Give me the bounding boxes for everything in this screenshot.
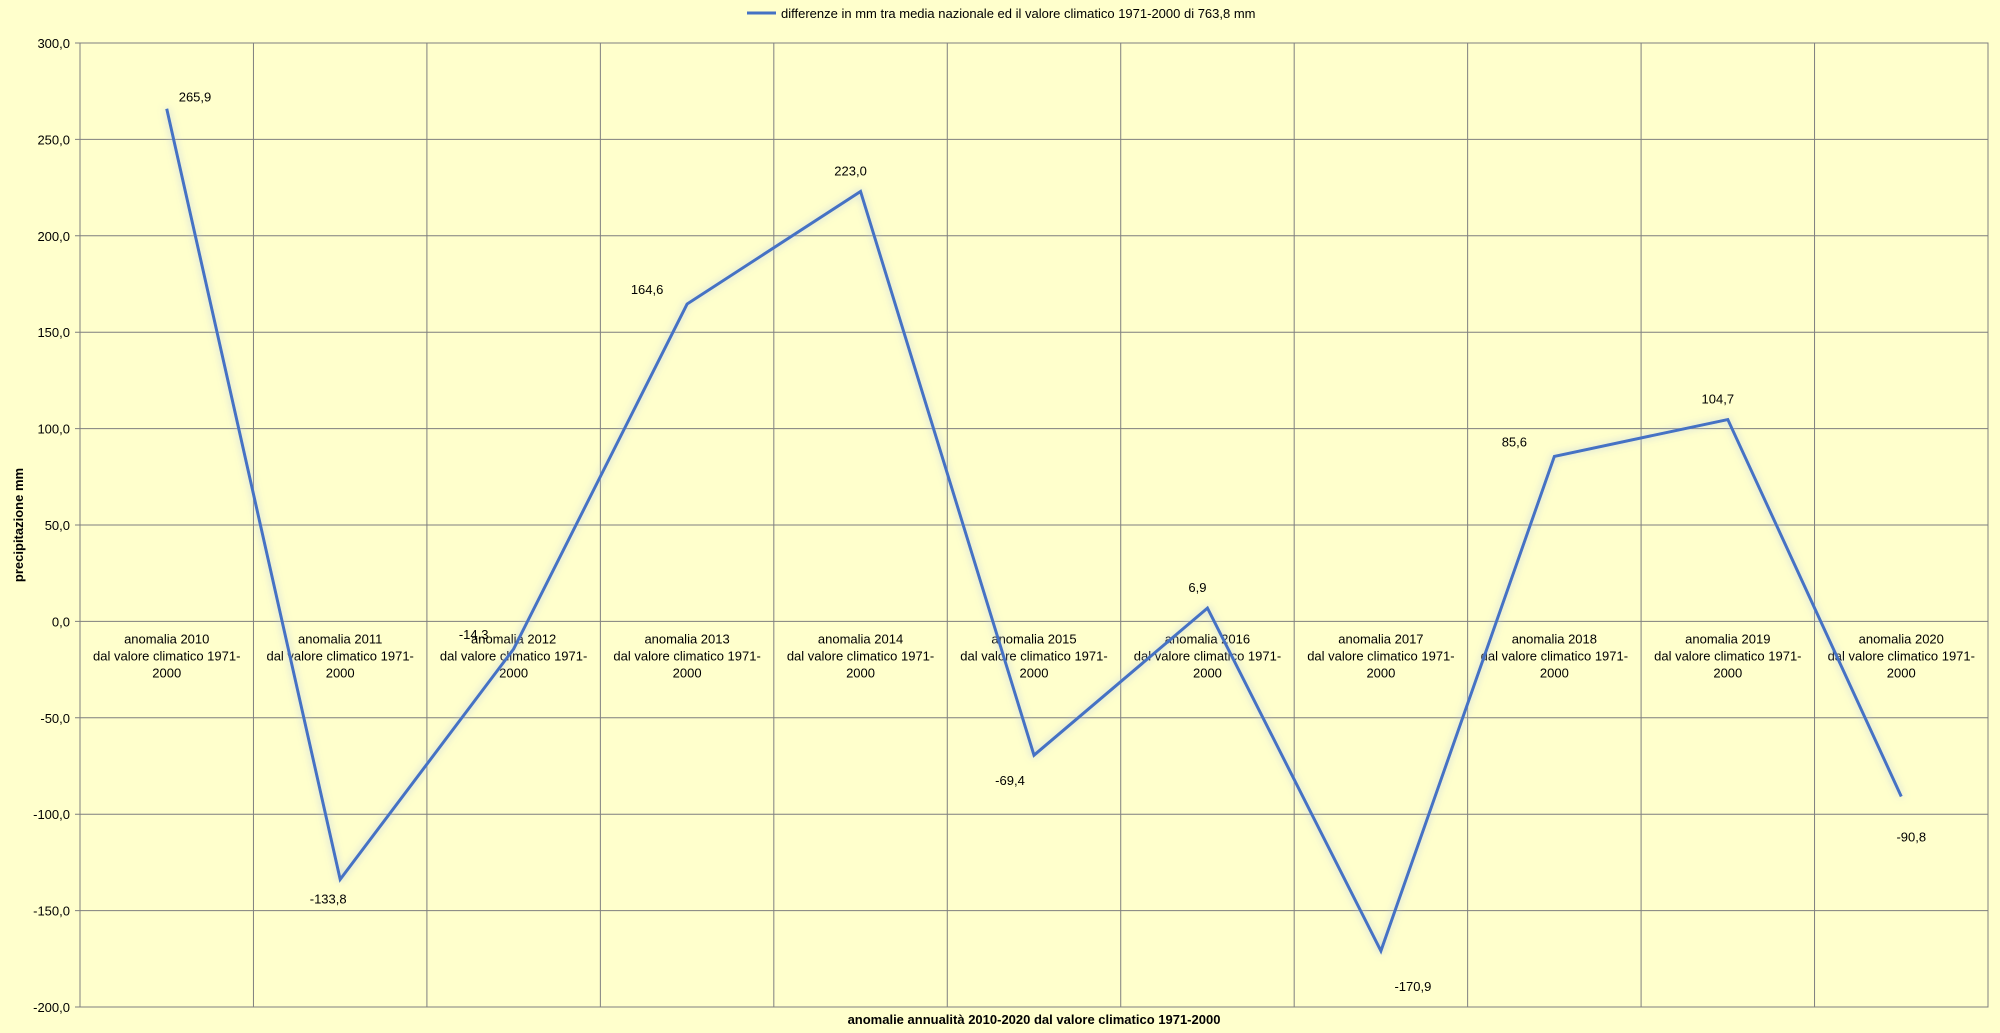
data-label: -170,9: [1394, 979, 1431, 994]
y-tick-label: 300,0: [37, 36, 70, 51]
y-axis-title: precipitazione mm: [11, 468, 26, 582]
data-label: 223,0: [834, 163, 867, 178]
vertical-gridlines: [252, 43, 1816, 1007]
y-tick-label: -100,0: [33, 807, 70, 822]
category-label: anomalia 2017 dal valore climatico 1971-2…: [1307, 631, 1454, 680]
y-tick-label: -150,0: [33, 904, 70, 919]
data-label: 104,7: [1702, 392, 1735, 407]
data-labels: 265,9 -133,8 -14,3 164,6 223,0 -69,4 6,9 -170,9…: [179, 90, 1926, 994]
y-tick-label: 250,0: [37, 132, 70, 147]
y-tick-label: 100,0: [37, 422, 70, 437]
data-label: -90,8: [1896, 829, 1926, 844]
category-label: anomalia 2014 dal valore climatico 1971-2…: [787, 631, 934, 680]
category-label: anomalia 2010 dal valore climatico 1971-2…: [93, 631, 240, 680]
series-line: [165, 108, 1903, 955]
data-label: 85,6: [1502, 434, 1527, 449]
series-lines: [165, 108, 1903, 955]
y-axis-tick-labels: 300,0 250,0 200,0 150,0 100,0 50,0 0,0 -50,0 -10…: [33, 36, 70, 1015]
category-label: anomalia 2015 dal valore climatico 1971-2…: [960, 631, 1107, 680]
category-label: anomalia 2016 dal valore climatico 1971-2…: [1134, 631, 1281, 680]
category-label: anomalia 2020 dal valore climatico 1971-2…: [1828, 631, 1975, 680]
category-label: anomalia 2019 dal valore climatico 1971-2…: [1654, 631, 1801, 680]
data-label: -69,4: [995, 773, 1025, 788]
category-labels: anomalia 2010 dal valore climatico 1971-2…: [93, 631, 1975, 680]
category-label: anomalia 2013 dal valore climatico 1971-2…: [613, 631, 760, 680]
category-label: anomalia 2011 dal valore climatico 1971-2…: [266, 631, 413, 680]
x-axis-title: anomalie annualità 2010-2020 dal valore …: [848, 1012, 1221, 1027]
y-tick-label: -50,0: [40, 711, 70, 726]
y-tick-label: 50,0: [45, 518, 70, 533]
data-label: 6,9: [1188, 580, 1206, 595]
category-label: anomalia 2012 dal valore climatico 1971-2…: [440, 631, 587, 680]
data-label: 164,6: [631, 282, 664, 297]
legend-label: differenze in mm tra media nazionale ed …: [781, 6, 1256, 21]
horizontal-gridlines: [75, 42, 1988, 1008]
category-label: anomalia 2018 dal valore climatico 1971-2…: [1481, 631, 1628, 680]
y-tick-label: -200,0: [33, 1000, 70, 1015]
data-label: -14,3: [459, 627, 489, 642]
y-tick-label: 0,0: [52, 614, 70, 629]
y-tick-label: 200,0: [37, 229, 70, 244]
y-tick-label: 150,0: [37, 325, 70, 340]
data-label: 265,9: [179, 90, 212, 105]
legend: differenze in mm tra media nazionale ed …: [747, 6, 1256, 21]
data-label: -133,8: [310, 891, 347, 906]
